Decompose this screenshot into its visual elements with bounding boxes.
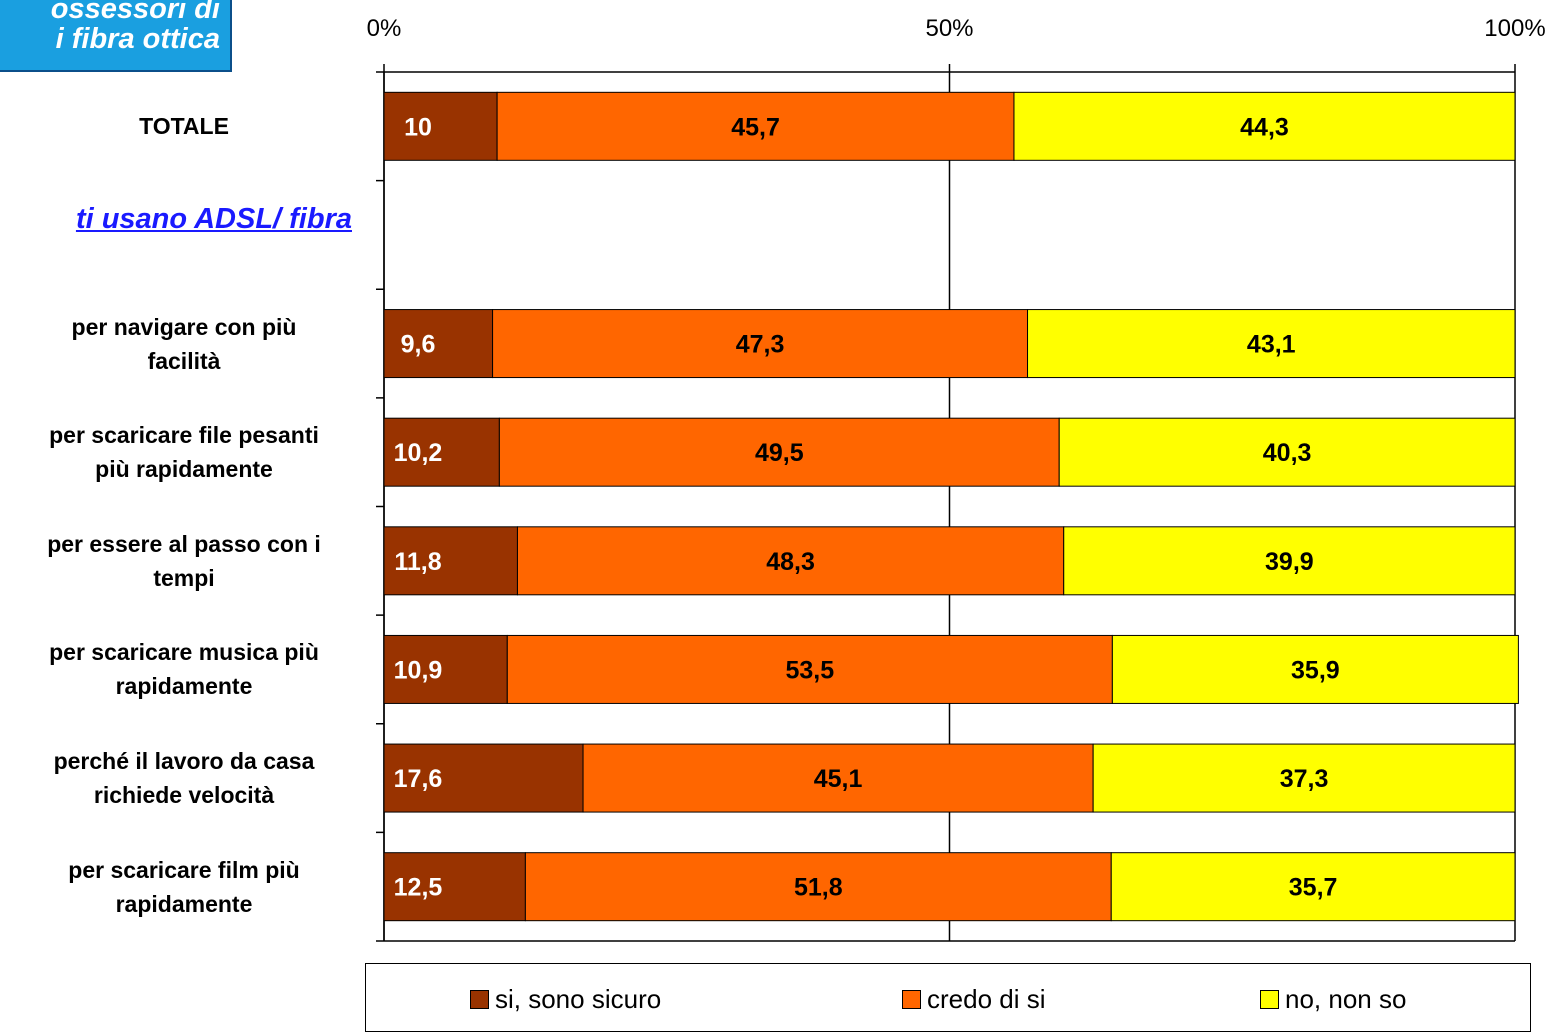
legend-item-no-non-so: no, non so bbox=[1260, 984, 1406, 1015]
chart-title-box: ossessori di i fibra ottica bbox=[0, 0, 232, 72]
data-label: 39,9 bbox=[1265, 548, 1314, 576]
category-label-line: tempi bbox=[153, 564, 215, 591]
legend-swatch-no-non-so bbox=[1260, 990, 1279, 1009]
data-label: 45,7 bbox=[731, 113, 780, 141]
bar-segment bbox=[1013, 91, 1516, 161]
data-label: 48,3 bbox=[766, 548, 815, 576]
title-line-2: i fibra ottica bbox=[55, 23, 220, 55]
bar-segment bbox=[1058, 417, 1516, 487]
data-label: 43,1 bbox=[1247, 331, 1296, 359]
legend-swatch-si-sono-sicuro bbox=[470, 990, 489, 1009]
category-label-line: perché il lavoro da casa bbox=[53, 748, 315, 775]
data-label: 47,3 bbox=[736, 331, 785, 359]
bar-segment bbox=[1063, 526, 1516, 596]
category-label-line: per scaricare musica più bbox=[49, 639, 319, 666]
data-label: 49,5 bbox=[755, 439, 804, 467]
category-label-line: rapidamente bbox=[115, 890, 253, 917]
data-label: 35,9 bbox=[1291, 656, 1340, 684]
data-label: 12,5 bbox=[394, 874, 443, 902]
bar-segment bbox=[383, 634, 508, 704]
data-label: 10 bbox=[404, 113, 432, 141]
category-label-line: più rapidamente bbox=[95, 456, 273, 483]
category-label: per scaricare film più rapidamente bbox=[4, 853, 364, 921]
category-label-line: TOTALE bbox=[139, 113, 229, 140]
data-label: 44,3 bbox=[1240, 113, 1289, 141]
category-label: per scaricare file pesanti più rapidament… bbox=[4, 418, 364, 486]
category-label-line: rapidamente bbox=[115, 673, 253, 700]
chart-legend: si, sono sicuro credo di si no, non so bbox=[365, 963, 1531, 1032]
category-label: per navigare con più facilità bbox=[4, 310, 364, 378]
data-label: 11,8 bbox=[394, 548, 441, 576]
bar-segment bbox=[383, 91, 498, 161]
bar-segment bbox=[383, 852, 526, 922]
title-line-1: ossessori di bbox=[50, 0, 220, 25]
data-label: 53,5 bbox=[785, 656, 834, 684]
data-label: 35,7 bbox=[1289, 874, 1338, 902]
category-label-line: per scaricare film più bbox=[68, 856, 300, 883]
category-label-line: richiede velocità bbox=[93, 782, 275, 809]
category-label: perché il lavoro da casa richiede velocit… bbox=[4, 744, 364, 812]
bar-segment bbox=[498, 417, 1060, 487]
bar-segment bbox=[1110, 852, 1516, 922]
data-label: 17,6 bbox=[394, 765, 443, 793]
bar-segment bbox=[1027, 309, 1516, 379]
legend-item-si-sono-sicuro: si, sono sicuro bbox=[470, 984, 661, 1015]
x-tick-label: 50% bbox=[925, 15, 973, 42]
bar-segment bbox=[383, 309, 494, 379]
data-label: 40,3 bbox=[1263, 439, 1312, 467]
legend-label: credo di si bbox=[927, 984, 1046, 1014]
bar-segment bbox=[496, 91, 1015, 161]
category-label-line: per scaricare file pesanti bbox=[49, 422, 319, 449]
category-label-line: facilità bbox=[147, 347, 221, 374]
legend-label: si, sono sicuro bbox=[495, 984, 662, 1014]
category-label-line: per navigare con più bbox=[71, 313, 297, 340]
bar-segment bbox=[1111, 634, 1519, 704]
bar-segment bbox=[582, 743, 1094, 813]
bar-segment bbox=[524, 852, 1112, 922]
data-label: 9,6 bbox=[401, 331, 436, 359]
data-label: 10,9 bbox=[394, 656, 443, 684]
category-label: TOTALE bbox=[4, 109, 364, 143]
legend-label: no, non so bbox=[1285, 984, 1407, 1014]
bar-segment bbox=[383, 526, 518, 596]
data-label: 10,2 bbox=[394, 439, 443, 467]
x-tick-label: 0% bbox=[367, 15, 402, 42]
data-label: 51,8 bbox=[794, 874, 843, 902]
stacked-bar-chart: 0% 50% 100% 10 45,7 44,3 9,6 47,3 43,1 10,2 49,5 40… bbox=[367, 15, 1546, 942]
bar-segment bbox=[516, 526, 1065, 596]
section-label: ti usano ADSL/ fibra bbox=[75, 203, 352, 235]
category-label: per scaricare musica più rapidamente bbox=[4, 635, 364, 703]
legend-item-credo-di-si: credo di si bbox=[902, 984, 1046, 1015]
data-label: 37,3 bbox=[1280, 765, 1329, 793]
x-tick-label: 100% bbox=[1484, 15, 1545, 42]
category-label: per essere al passo con i tempi bbox=[4, 527, 364, 595]
bar-segment bbox=[1092, 743, 1516, 813]
bar-segment bbox=[506, 634, 1113, 704]
category-label-line: per essere al passo con i bbox=[47, 530, 321, 557]
data-label: 45,1 bbox=[814, 765, 863, 793]
legend-swatch-credo-di-si bbox=[902, 990, 921, 1009]
bar-segment bbox=[492, 309, 1029, 379]
